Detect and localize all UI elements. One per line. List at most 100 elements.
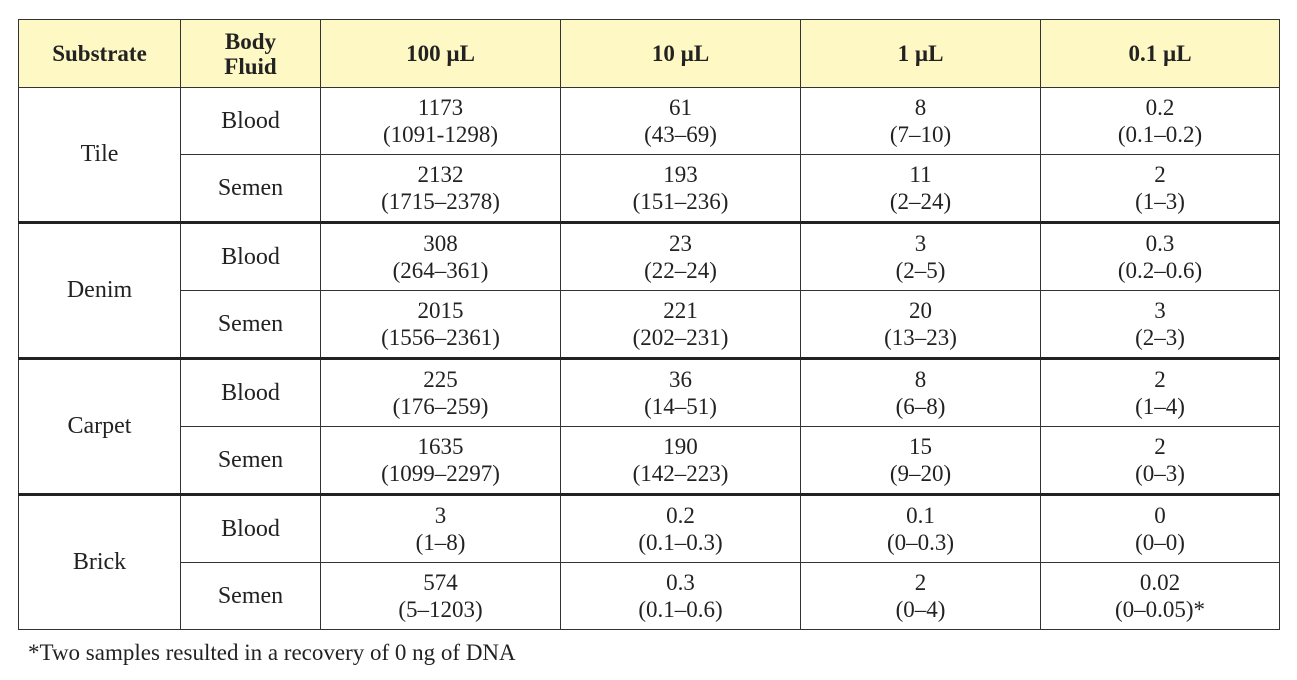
cell-range: (142–223) [632, 461, 729, 486]
cell-range: (1091-1298) [383, 122, 498, 147]
cell-value: 308 [423, 231, 458, 256]
cell-range: (1556–2361) [381, 325, 500, 350]
header-row: Substrate Body Fluid 100 µL 10 µL 1 µL 0.1 µL [18, 19, 1280, 88]
footnote: *Two samples resulted in a recovery of 0… [28, 640, 516, 665]
cell-value: 3 [914, 231, 927, 256]
fluid-cell: Blood [180, 221, 321, 291]
value-cell: 2 (0–4) [800, 562, 1041, 630]
value-cell: 8 (6–8) [800, 357, 1041, 427]
header-cell: Substrate [18, 19, 181, 88]
cell-value: 225 [423, 367, 458, 392]
cell-range: (13–23) [884, 325, 957, 350]
value-cell: 0.2 (0.1–0.3) [560, 493, 801, 563]
value-cell: 0.3 (0.2–0.6) [1040, 221, 1280, 291]
cell-range: (0–3) [1135, 461, 1185, 486]
value-cell: 2 (0–3) [1040, 426, 1280, 495]
cell-range: (176–259) [392, 394, 489, 419]
cell-range: (0.1–0.6) [638, 597, 723, 622]
value-cell: 2 (1–4) [1040, 357, 1280, 427]
cell-value: 36 [669, 367, 692, 392]
fluid-cell: Semen [180, 562, 321, 630]
value-cell: 2 (1–3) [1040, 154, 1280, 223]
value-cell: 11 (2–24) [800, 154, 1041, 223]
table-row: Tile Blood 1173 (1091-1298) 61 (43–69) 8 (7–10)… [18, 87, 1280, 223]
table-row: Semen 2132 (1715–2378) 193 (151–236) 11 (2–24)… [19, 154, 1280, 223]
cell-value: 221 [663, 298, 698, 323]
value-cell: 23 (22–24) [560, 221, 801, 291]
fluid-cell: Blood [180, 357, 321, 427]
cell-value: 0.1 [906, 503, 935, 528]
cell-value: 8 [914, 367, 927, 392]
value-cell: 2015 (1556–2361) [320, 290, 561, 359]
cell-range: (2–24) [889, 189, 952, 214]
cell-value: 2 [1154, 434, 1166, 459]
cell-value: 0.02 [1139, 570, 1181, 595]
cell-value: 61 [669, 95, 692, 120]
cell-range: (264–361) [392, 258, 489, 283]
value-cell: 3 (2–5) [800, 221, 1041, 291]
cell-range: (1715–2378) [381, 189, 500, 214]
cell-range: (0.2–0.6) [1117, 258, 1203, 283]
value-cell: 0.1 (0–0.3) [800, 493, 1041, 563]
cell-value: 2 [1154, 367, 1166, 392]
cell-value: 2132 [417, 162, 464, 187]
cell-range: (2–5) [895, 258, 946, 283]
header-cell: Body Fluid [180, 19, 321, 88]
cell-range: (0–4) [895, 597, 946, 622]
cell-range: (22–24) [644, 258, 717, 283]
cell-range: (7–10) [889, 122, 952, 147]
value-cell: 61 (43–69) [560, 87, 801, 155]
cell-range: (14–51) [644, 394, 717, 419]
cell-value: 574 [423, 570, 458, 595]
cell-value: 0.3 [1145, 231, 1175, 256]
cell-range: (1099–2297) [381, 461, 500, 486]
cell-range: (1–8) [415, 530, 466, 555]
value-cell: 3 (1–8) [320, 493, 561, 563]
cell-value: 2 [914, 570, 927, 595]
value-cell: 574 (5–1203) [320, 562, 561, 630]
table-body: Tile Blood 1173 (1091-1298) 61 (43–69) 8 (7–10)… [18, 87, 1280, 630]
value-cell: 2132 (1715–2378) [320, 154, 561, 223]
substrate-cell: Carpet [18, 357, 181, 495]
table-row: Semen 1635 (1099–2297) 190 (142–223) 15 (9–20)… [19, 426, 1280, 495]
cell-value: 193 [663, 162, 698, 187]
cell-range: (202–231) [632, 325, 729, 350]
cell-range: (0.1–0.2) [1117, 122, 1203, 147]
value-cell: 20 (13–23) [800, 290, 1041, 359]
substrate-cell: Tile [18, 87, 181, 223]
fluid-cell: Blood [180, 87, 321, 155]
cell-value: 3 [434, 503, 447, 528]
header-cell: 0.1 µL [1040, 19, 1280, 88]
table-row: Brick Blood 3 (1–8) 0.2 (0.1–0.3) 0.1 (0–0.3) 0(… [18, 493, 1280, 630]
substrate-cell: Denim [18, 221, 181, 359]
cell-value: 23 [669, 231, 692, 256]
value-cell: 0.2 (0.1–0.2) [1040, 87, 1280, 155]
header-cell: 100 µL [320, 19, 561, 88]
cell-range: (1–3) [1135, 189, 1185, 214]
fluid-cell: Semen [180, 426, 321, 495]
cell-range: (0–0.05)* [1114, 597, 1206, 622]
cell-value: 0 [1154, 503, 1166, 528]
cell-range: (9–20) [889, 461, 952, 486]
cell-range: (6–8) [895, 394, 946, 419]
cell-value: 0.2 [1145, 95, 1175, 120]
cell-range: (0–0) [1135, 530, 1185, 555]
data-table: Substrate Body Fluid 100 µL 10 µL 1 µL 0.1 µL… [18, 19, 1280, 630]
substrate-cell: Brick [18, 493, 181, 630]
header-cell: 1 µL [800, 19, 1041, 88]
value-cell: 193 (151–236) [560, 154, 801, 223]
cell-value: 1173 [417, 95, 464, 120]
cell-value: 2015 [417, 298, 464, 323]
table-row: Semen 2015 (1556–2361) 221 (202–231) 20 (13–23… [19, 290, 1280, 359]
cell-range: (2–3) [1135, 325, 1185, 350]
value-cell: 0 (0–0) [1040, 493, 1280, 563]
cell-range: (0.1–0.3) [638, 530, 723, 555]
value-cell: 15 (9–20) [800, 426, 1041, 495]
value-cell: 1173 (1091-1298) [320, 87, 561, 155]
table-row: Denim Blood 308 (264–361) 23 (22–24) 3 (2–5) 0.3… [18, 221, 1280, 359]
cell-value: 0.3 [666, 570, 695, 595]
cell-value: 2 [1154, 162, 1166, 187]
fluid-cell: Semen [180, 154, 321, 223]
value-cell: 36 (14–51) [560, 357, 801, 427]
